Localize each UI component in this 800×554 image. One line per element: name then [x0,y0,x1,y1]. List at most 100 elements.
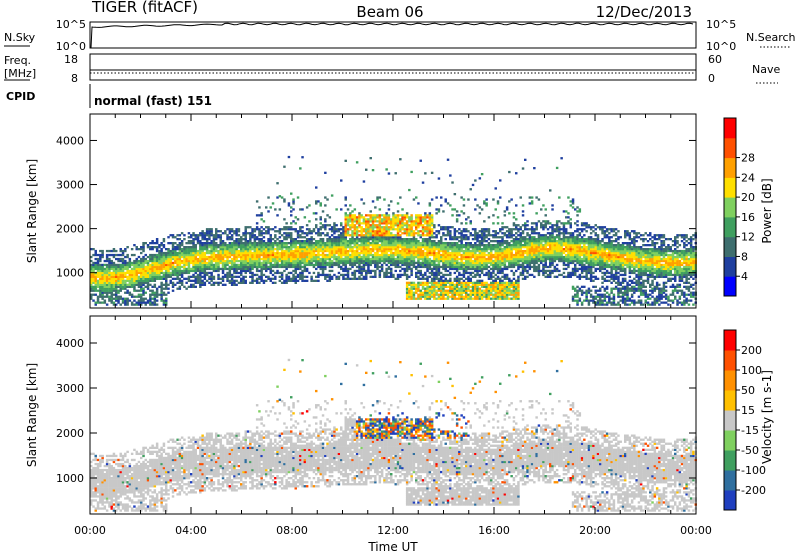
heatmap-cell [517,234,520,237]
heatmap-cell [465,238,468,241]
heatmap-cell [426,253,429,257]
heatmap-cell [335,224,338,227]
heatmap-cell [237,251,241,255]
heatmap-cell [465,271,468,275]
heatmap-cell [115,263,118,267]
heatmap-cell [158,285,161,288]
heatmap-cell [287,236,291,239]
heatmap-cell [153,273,157,277]
heatmap-cell [237,238,241,241]
heatmap-cell [158,259,161,263]
heatmap-cell [353,230,357,233]
heatmap-cell [151,285,154,288]
heatmap-cell [335,228,338,231]
heatmap-cell [403,218,407,221]
heatmap-cell [280,251,284,255]
heatmap-cell [255,277,259,280]
heatmap-cell [474,287,477,290]
heatmap-cell [130,263,134,267]
heatmap-cell [412,240,416,243]
heatmap-cell [99,249,102,253]
heatmap-cell [158,265,161,269]
heatmap-cell [392,212,395,215]
heatmap-cell [205,271,209,275]
heatmap-cell [133,269,136,273]
heatmap-cell [340,249,343,253]
heatmap-cell [385,275,388,278]
heatmap-cell [292,263,295,267]
heatmap-cell [217,249,220,253]
heatmap-cell [103,289,107,292]
heatmap-cell [205,263,209,267]
heatmap-cell [394,224,397,227]
heatmap-cell [94,277,97,280]
heatmap-cell [453,246,457,249]
heatmap-cell [110,263,113,267]
heatmap-cell [146,275,150,278]
heatmap-cell [396,240,400,243]
heatmap-cell [301,261,304,265]
heatmap-cell [455,269,459,273]
heatmap-cell [499,295,502,298]
heatmap-cell [444,283,447,286]
heatmap-cell [419,248,422,251]
heatmap-cell [503,240,507,243]
heatmap-cell [383,273,386,277]
heatmap-cell [476,204,479,207]
heatmap-cell [496,277,500,280]
heatmap-cell [367,267,370,271]
heatmap-cell [271,263,275,267]
heatmap-cell [515,295,518,298]
heatmap-cell [453,234,457,237]
heatmap-cell [344,255,347,259]
heatmap-cell [380,222,384,225]
heatmap-cell [421,295,425,298]
heatmap-cell [149,253,152,257]
heatmap-cell [349,218,352,221]
heatmap-cell [169,242,172,245]
heatmap-cell [410,283,413,286]
heatmap-cell [221,271,225,275]
heatmap-cell [155,295,159,298]
heatmap-cell [415,253,418,257]
heatmap-cell [403,246,407,249]
heatmap-cell [517,246,520,249]
heatmap-cell [315,255,318,259]
heatmap-cell [258,253,261,257]
heatmap-cell [165,267,168,271]
heatmap-cell [201,236,204,239]
heatmap-cell [153,253,157,257]
heatmap-cell [194,263,197,267]
heatmap-cell [392,246,395,249]
heatmap-cell [446,285,450,288]
heatmap-cell [321,265,325,269]
heatmap-cell [485,291,488,294]
heatmap-cell [467,216,470,219]
heatmap-cell [485,273,488,277]
heatmap-cell [201,238,204,241]
heatmap-cell [226,253,229,257]
heatmap-cell [455,255,459,259]
heatmap-cell [483,263,486,267]
heatmap-cell [394,257,397,261]
heatmap-cell [346,214,350,217]
heatmap-cell [380,255,384,259]
heatmap-cell [269,259,272,263]
heatmap-cell [224,267,227,271]
heatmap-cell [126,265,129,269]
heatmap-cell [187,232,191,235]
heatmap-cell [510,293,513,296]
heatmap-cell [219,261,222,265]
heatmap-cell [192,261,195,265]
heatmap-cell [196,263,200,267]
heatmap-cell [185,277,188,280]
heatmap-cell [94,265,97,269]
heatmap-cell [446,295,450,298]
heatmap-cell [301,273,304,277]
heatmap-cell [255,249,259,253]
heatmap-cell [149,289,152,292]
heatmap-cell [508,244,511,247]
heatmap-cell [119,267,122,271]
heatmap-cell [346,261,350,265]
heatmap-cell [330,230,334,233]
